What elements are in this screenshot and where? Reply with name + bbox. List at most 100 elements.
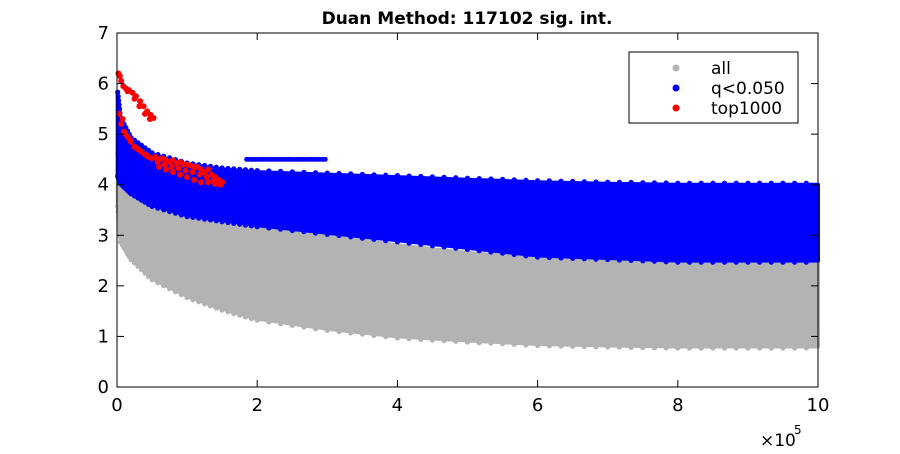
series-significant-edge-point	[476, 248, 482, 254]
series-significant-edge-point	[313, 170, 319, 176]
series-top1000-point	[210, 176, 217, 183]
series-all-edge-point	[745, 345, 751, 351]
series-significant-edge-point	[616, 257, 623, 263]
y-tick-label: 6	[98, 74, 109, 95]
series-significant-edge-point	[523, 253, 529, 259]
series-all-edge-point	[115, 203, 121, 209]
series-all-edge-point	[117, 233, 123, 239]
series-significant-edge-point	[225, 165, 231, 172]
x-tick-label: 8	[672, 395, 683, 416]
series-significant-edge-point	[116, 102, 122, 108]
series-significant-edge-point	[213, 164, 219, 170]
series-significant-edge-point	[464, 246, 471, 252]
series-significant-edge-point	[488, 249, 494, 255]
series-all-edge-point	[768, 345, 774, 351]
series-all-edge-point	[289, 322, 295, 328]
series-all-edge-point	[593, 344, 599, 350]
series-significant-edge-point	[394, 239, 400, 245]
series-all-edge-point	[237, 312, 243, 318]
series-all-edge-point	[115, 209, 121, 215]
series-significant-edge-point	[651, 258, 658, 264]
series-significant-edge-point	[254, 168, 260, 174]
series-top1000-point	[118, 78, 125, 84]
series-all-edge-point	[418, 336, 424, 342]
series-significant-edge-point	[581, 256, 587, 262]
series-all-edge-point	[145, 273, 152, 279]
series-all-edge-point	[500, 341, 506, 347]
series-significant-edge-point	[558, 178, 564, 184]
series-all-edge-point	[196, 299, 202, 305]
series-significant-edge-point	[686, 259, 693, 265]
series-all-edge-point	[213, 305, 219, 311]
series-significant-edge-point	[640, 258, 646, 264]
series-significant-edge-point	[593, 256, 599, 262]
series-all-edge-point	[757, 345, 763, 351]
series-top1000-point	[116, 73, 123, 79]
series-all-edge-point	[581, 343, 587, 350]
series-all-edge-point	[570, 343, 576, 349]
series-significant-edge-point	[161, 207, 167, 213]
y-tick-label: 1	[98, 326, 109, 347]
series-significant-edge-point	[190, 214, 196, 220]
series-all-edge-point	[792, 345, 798, 351]
series-significant-edge-point	[213, 218, 219, 224]
series-top1000-point	[170, 169, 177, 176]
series-significant-edge-point	[710, 259, 716, 265]
series-all-edge-point	[721, 345, 728, 351]
series-top1000-point	[203, 174, 210, 181]
series-top1000-point	[126, 136, 133, 143]
series-all-edge-point	[142, 270, 148, 276]
series-all-edge-point	[803, 345, 809, 351]
series-top1000-point	[196, 171, 203, 178]
series-significant-edge-point	[698, 180, 704, 186]
series-all-edge-point	[128, 256, 134, 263]
series-top1000-point	[118, 121, 125, 127]
series-top1000-point	[137, 98, 144, 105]
series-significant-edge-point	[242, 222, 249, 228]
series-significant-edge-point	[371, 172, 377, 178]
series-all-edge-point	[348, 330, 354, 336]
series-significant-edge-point	[757, 259, 763, 265]
series-significant-edge-point	[745, 180, 751, 186]
series-all-edge-point	[663, 345, 669, 351]
series-all-edge-point	[605, 344, 611, 350]
series-top1000-point	[140, 103, 147, 110]
series-all-edge-point	[324, 327, 330, 333]
legend-label-2: top1000	[711, 99, 782, 119]
series-significant-edge-point	[511, 251, 517, 258]
series-significant-edge-point	[231, 220, 237, 226]
series-all-edge-point	[131, 260, 138, 266]
series-top1000-point	[136, 103, 143, 110]
series-significant-edge-point	[803, 259, 809, 265]
series-significant-edge-point	[383, 238, 389, 244]
series-top1000-point	[175, 165, 182, 172]
series-significant-edge-point	[278, 168, 284, 174]
legend-label-1: q<0.050	[711, 79, 785, 99]
series-significant-edge-point	[546, 178, 552, 184]
series-all-edge-point	[242, 314, 249, 320]
series-top1000-point	[198, 179, 205, 186]
series-significant-edge-point	[301, 229, 307, 235]
series-significant-edge-point	[675, 180, 681, 186]
series-significant-edge-point	[231, 166, 237, 172]
series-significant-edge-point	[535, 254, 541, 260]
series-significant-edge-point	[500, 176, 506, 182]
x-tick-label: 2	[251, 395, 262, 416]
series-top1000-point	[119, 116, 126, 122]
series-significant-edge-point	[570, 255, 576, 261]
series-significant-edge-point	[155, 205, 161, 211]
x-exponent-power: 5	[794, 423, 802, 437]
series-all-edge-point	[476, 340, 482, 346]
series-all-edge-point	[178, 291, 184, 298]
series-top1000-point	[189, 169, 196, 176]
series-all-edge-point	[558, 343, 564, 349]
series-top1000-point	[217, 181, 224, 188]
series-all-edge-point	[313, 326, 319, 332]
series-significant-edge-point	[628, 257, 634, 263]
series-significant-edge-point	[663, 259, 669, 265]
series-all-edge-point	[266, 319, 272, 325]
series-significant-edge-point	[768, 180, 774, 186]
series-significant-edge-point	[313, 230, 319, 236]
series-all-edge-point	[184, 294, 190, 301]
series-all-edge-point	[301, 324, 307, 330]
